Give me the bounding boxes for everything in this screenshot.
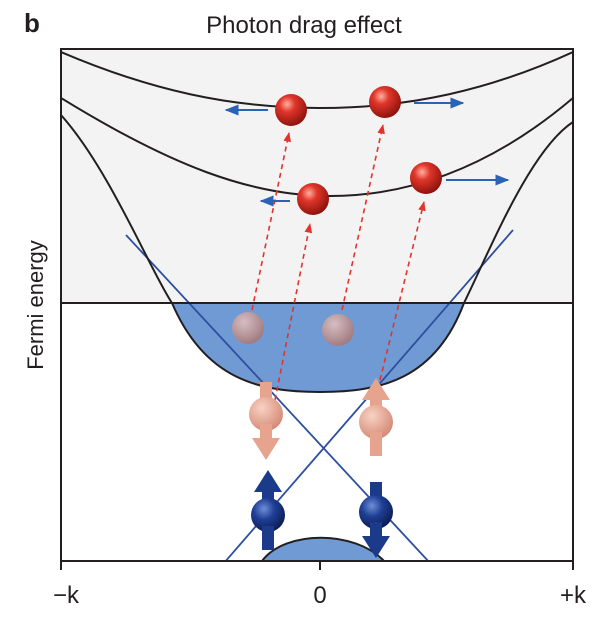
x-axis-ticks bbox=[60, 561, 574, 570]
depleted-electron-1 bbox=[232, 312, 264, 344]
excited-electron-2 bbox=[369, 86, 401, 118]
excitation-arrows bbox=[251, 124, 426, 401]
excited-electron-4 bbox=[410, 162, 442, 194]
band-top-curve bbox=[61, 51, 573, 110]
spin-electron-light-right bbox=[359, 378, 393, 456]
spin-electron-dark-left bbox=[251, 470, 285, 550]
depleted-electron-2 bbox=[322, 314, 354, 346]
occupied-conduction-band bbox=[172, 303, 464, 392]
spin-electron-light-left bbox=[249, 382, 283, 460]
excitation-arrow-4 bbox=[379, 201, 426, 381]
upper-band-region bbox=[61, 49, 573, 303]
excitation-arrow-3 bbox=[341, 124, 385, 311]
spin-electron-dark-right bbox=[359, 482, 393, 558]
x-tick-plus-k: +k bbox=[559, 582, 587, 609]
conduction-band-curve bbox=[61, 114, 573, 394]
panel-label: b bbox=[24, 8, 40, 38]
plot-frame bbox=[60, 48, 574, 562]
excited-electron-1 bbox=[275, 94, 307, 126]
x-tick-zero: 0 bbox=[313, 582, 327, 609]
excited-electron-3 bbox=[297, 183, 329, 215]
x-tick-minus-k: −k bbox=[52, 582, 80, 609]
excitation-arrow-2 bbox=[274, 223, 313, 401]
figure-title: Photon drag effect bbox=[206, 12, 402, 39]
excitation-arrow-1 bbox=[251, 132, 291, 311]
drift-arrows bbox=[224, 97, 510, 207]
band-second-curve bbox=[61, 97, 573, 198]
